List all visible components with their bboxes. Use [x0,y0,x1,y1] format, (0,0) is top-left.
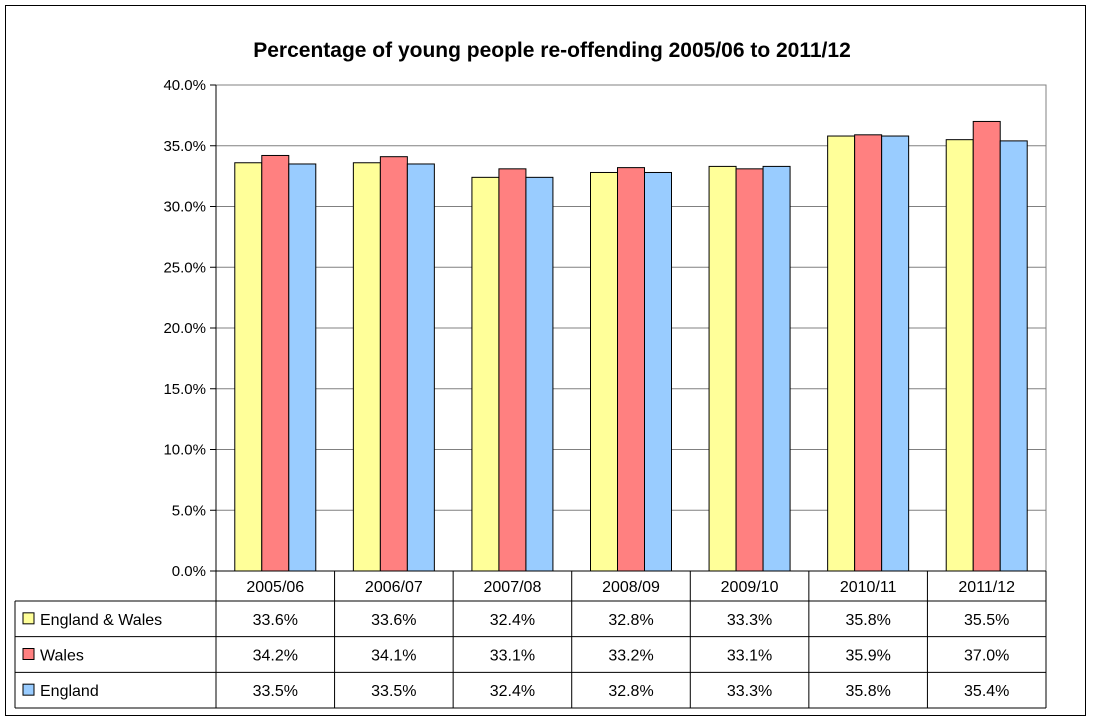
category-label: 2011/12 [958,579,1015,596]
bar [827,135,856,572]
bar [261,154,290,572]
data-value: 32.8% [608,683,653,700]
series-name: England [40,683,99,700]
bar [708,165,737,572]
category-label: 2008/09 [602,579,660,596]
bar [735,168,764,572]
data-value: 33.5% [253,683,298,700]
y-tick-label: 20.0% [163,320,206,337]
bar [234,162,263,572]
data-value: 32.4% [490,612,535,629]
data-value: 35.9% [845,648,890,665]
bar [881,135,910,572]
data-value: 35.4% [964,683,1009,700]
y-tick-label: 35.0% [163,138,206,155]
category-label: 2009/10 [721,579,779,596]
legend-key [22,683,35,696]
data-value: 34.2% [253,648,298,665]
bar [945,139,974,572]
data-value: 35.5% [964,612,1009,629]
y-tick-label: 40.0% [163,77,206,94]
data-value: 37.0% [964,648,1009,665]
bar [617,167,645,572]
data-value: 33.6% [371,612,416,629]
data-value: 33.1% [727,648,772,665]
data-value: 33.6% [253,612,298,629]
category-label: 2005/06 [246,579,304,596]
y-tick-label: 15.0% [163,381,206,398]
data-value: 33.2% [608,648,653,665]
y-tick-label: 0.0% [172,563,206,580]
category-label: 2006/07 [365,579,423,596]
data-value: 32.4% [490,683,535,700]
bar [644,171,672,572]
y-tick-label: 5.0% [172,502,206,519]
bar [590,171,618,572]
data-table: 2005/06 2006/07 2007/08 2008/09 2009/10 2010/… [14,571,1047,709]
legend-key [22,612,35,625]
plot-area: 0.0% 5.0% 10.0% 15.0% 20.0% 25.0% 30.0% 35.0% 40… [163,77,1047,580]
category-label: 2010/11 [840,579,897,596]
y-tick-label: 10.0% [163,442,206,459]
data-value: 33.1% [490,648,535,665]
data-value: 35.8% [845,612,890,629]
bar [471,176,500,572]
bar [999,140,1028,572]
bar [854,134,883,572]
data-value: 34.1% [371,648,416,665]
bar [288,163,317,572]
y-tick-label: 25.0% [163,259,206,276]
category-label: 2007/08 [484,579,542,596]
chart-title: Percentage of young people re-offending … [253,39,851,62]
bar [379,156,408,572]
data-value: 33.3% [727,683,772,700]
series-name: Wales [40,648,84,665]
legend-key [22,648,35,660]
bar [525,176,554,572]
bar [972,120,1001,572]
y-tick-label: 30.0% [163,199,206,216]
data-value: 33.3% [727,612,772,629]
bar [762,165,791,572]
bar [352,162,381,572]
bar [498,168,527,572]
data-value: 33.5% [371,683,416,700]
bar [406,163,435,572]
series-name: England & Wales [40,612,162,629]
data-value: 35.8% [845,683,890,700]
data-value: 32.8% [608,612,653,629]
